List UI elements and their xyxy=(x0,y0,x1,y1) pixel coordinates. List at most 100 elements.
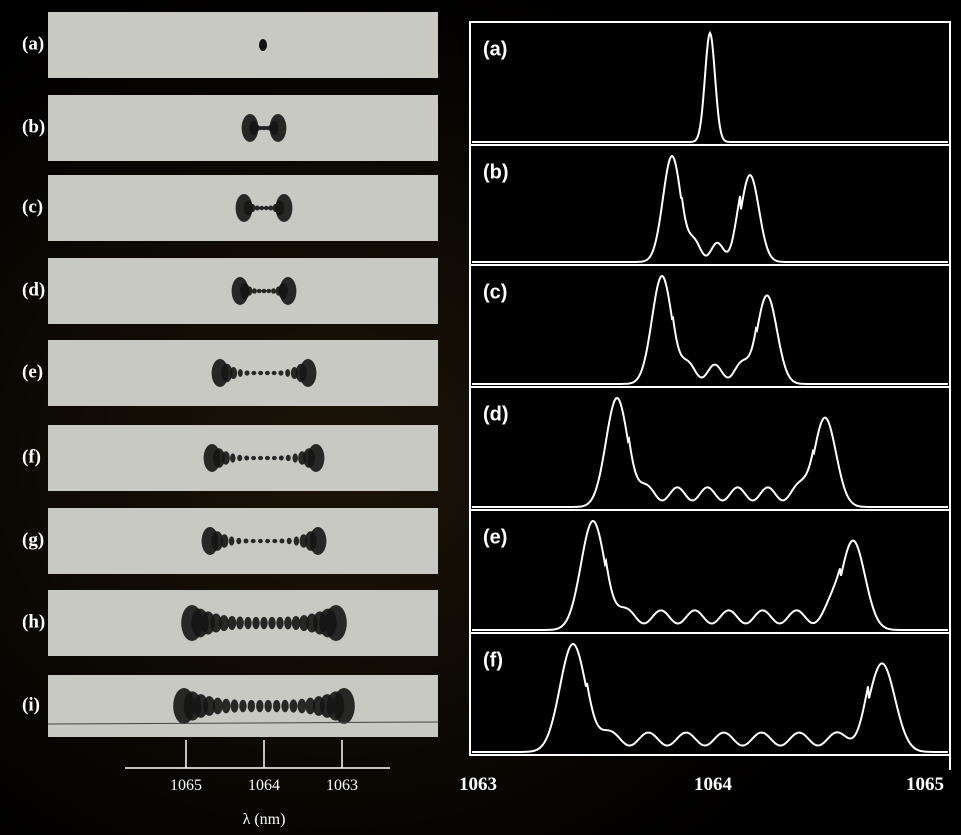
spot xyxy=(265,538,271,544)
spot xyxy=(247,699,256,713)
spot xyxy=(269,114,287,142)
tick-label: 1063 xyxy=(326,777,358,794)
spot xyxy=(259,205,265,211)
spectrum-curve xyxy=(472,30,948,143)
spot xyxy=(243,538,249,544)
spot xyxy=(251,288,257,294)
strip-label: (i) xyxy=(22,694,40,715)
spot xyxy=(230,699,239,713)
spot xyxy=(286,537,292,545)
spot xyxy=(268,616,276,630)
spot xyxy=(236,537,242,545)
spot xyxy=(193,694,208,718)
spot xyxy=(254,124,260,132)
spot xyxy=(228,536,235,546)
spot xyxy=(251,455,257,461)
spot xyxy=(213,448,225,468)
spot xyxy=(221,451,230,465)
spot xyxy=(292,453,298,463)
spot xyxy=(250,203,256,213)
spot xyxy=(246,286,253,296)
spot xyxy=(307,444,325,472)
spot xyxy=(271,288,277,294)
spot xyxy=(229,367,238,379)
spot xyxy=(281,699,289,713)
spot xyxy=(272,699,281,713)
spot xyxy=(263,205,269,211)
spot xyxy=(299,359,317,387)
spot xyxy=(211,531,224,551)
spot xyxy=(244,616,252,630)
spot xyxy=(250,538,256,544)
spot xyxy=(271,370,277,376)
spectrum-curve xyxy=(472,519,948,631)
spot xyxy=(230,453,236,463)
spot xyxy=(227,615,237,631)
spectrograph-panel: (a) (b) (c) (d) (e) (f) (g) (h) (i) 1065 1064 1063 λ… xyxy=(22,12,439,828)
film-strip xyxy=(48,12,438,78)
panel-label: (e) xyxy=(483,526,507,548)
spot xyxy=(272,538,278,544)
panel-label: (b) xyxy=(483,161,509,183)
spot xyxy=(212,697,223,715)
panel-label: (d) xyxy=(483,403,509,425)
tick-label: 1064 xyxy=(248,777,280,794)
strip-label: (f) xyxy=(22,446,41,467)
tick-label: 1065 xyxy=(170,777,202,794)
strip-label: (c) xyxy=(22,196,43,217)
spectra-frame xyxy=(469,21,951,756)
spot xyxy=(239,699,247,713)
spectra-panel: (a) (b) (c) (d) (e) (f) 1063 1064 1065 xyxy=(459,21,951,795)
spot xyxy=(299,614,309,632)
spot xyxy=(289,699,298,713)
panel-label: (f) xyxy=(483,649,503,671)
spot xyxy=(266,288,272,294)
spot xyxy=(221,363,233,383)
spot xyxy=(285,454,291,462)
film-strip xyxy=(48,425,438,491)
spot xyxy=(285,369,291,377)
spot xyxy=(210,613,222,633)
tick-label: 1064 xyxy=(694,774,733,795)
spot xyxy=(239,282,250,300)
spot xyxy=(258,125,263,131)
spot xyxy=(244,370,250,376)
spot xyxy=(221,698,231,714)
tick-label: 1065 xyxy=(906,774,944,795)
strip-line xyxy=(47,721,439,725)
spot xyxy=(264,370,270,376)
strip-label: (b) xyxy=(22,116,45,137)
spot xyxy=(203,696,216,716)
spot xyxy=(264,699,272,713)
strip-label: (h) xyxy=(22,611,45,632)
spot xyxy=(237,454,243,462)
spot xyxy=(261,288,267,294)
spot xyxy=(279,538,285,544)
spot xyxy=(256,288,262,294)
spectrum-curve xyxy=(472,642,948,753)
spot xyxy=(260,616,268,630)
spot xyxy=(236,616,244,630)
spot xyxy=(271,455,277,461)
spot xyxy=(254,205,260,211)
spot xyxy=(293,536,300,546)
spot xyxy=(275,194,293,222)
film-strip xyxy=(48,340,438,406)
spot xyxy=(333,688,355,724)
panel-label: (c) xyxy=(483,281,507,303)
spectrum-curve xyxy=(472,274,948,385)
tick-label: 1063 xyxy=(459,774,497,795)
spot xyxy=(259,39,267,51)
spectrum-curve xyxy=(472,396,948,508)
spot xyxy=(268,205,274,211)
strip-label: (e) xyxy=(22,361,43,382)
strip-label: (a) xyxy=(22,33,44,54)
spot xyxy=(258,370,264,376)
spot xyxy=(284,616,292,630)
spot xyxy=(256,699,264,713)
spot xyxy=(325,605,347,641)
spot xyxy=(278,370,284,376)
spot xyxy=(264,455,270,461)
spot xyxy=(220,534,229,548)
